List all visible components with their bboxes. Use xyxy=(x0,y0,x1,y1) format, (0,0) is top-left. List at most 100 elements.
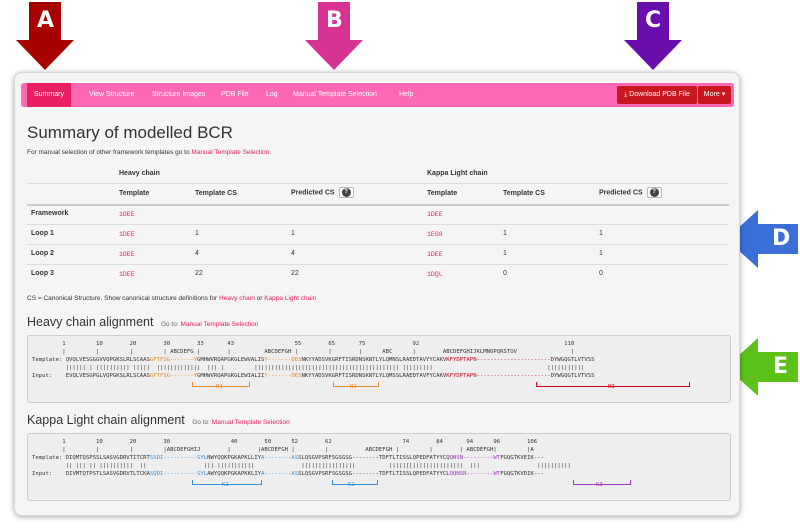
row-label-loop1: Loop 1 xyxy=(31,230,54,237)
light-alignment-box: 1 10 20 30 40 50 52 62 74 84 94 96 106 |… xyxy=(27,433,731,501)
light-loop2-template-link[interactable]: 1DEE xyxy=(427,251,443,258)
tab-view-structure[interactable]: View Structure xyxy=(89,91,135,98)
divider xyxy=(27,244,729,245)
heavy-loop1-template-link[interactable]: 1DEE xyxy=(119,231,135,238)
light-loop1-template-link[interactable]: 1EO8 xyxy=(427,231,443,238)
light-chain-cs-link[interactable]: Kappa Light chain xyxy=(264,295,317,302)
light-predicted-info-button[interactable]: ? xyxy=(646,187,662,199)
heavy-template-label: Template: xyxy=(32,357,63,363)
tab-log[interactable]: Log xyxy=(266,91,278,98)
main-panel: Summary View Structure Structure Images … xyxy=(14,72,740,516)
light-goto-manual-link[interactable]: Manual Template Selection xyxy=(211,419,290,426)
light-match-line: || ||| || |||||||||| || ||| ||||||||||| … xyxy=(32,463,571,469)
heavy-template-col: Template xyxy=(119,190,150,197)
light-template-k3: QNSN---------WT xyxy=(449,455,501,461)
footnote-text: CS = Canonical Structure. Show canonical… xyxy=(27,295,218,302)
heavy-input-h2: Y-------DES xyxy=(264,373,302,379)
heavy-loop1-template-cs: 1 xyxy=(195,230,199,237)
callout-a: A xyxy=(16,2,74,70)
heavy-predicted-cs-col: Predicted CS? xyxy=(291,187,354,199)
light-template-label: Template: xyxy=(32,455,63,461)
heavy-input-seq-a: EVQLVESGPGLVQPGKSLRLSCAAS xyxy=(65,373,150,379)
heavy-goto-manual-link[interactable]: Manual Template Selection xyxy=(180,321,259,328)
light-template-k2: A--------AS xyxy=(261,455,299,461)
light-loop1-template-cs: 1 xyxy=(503,230,507,237)
manual-selection-link[interactable]: Manual Template Selection. xyxy=(191,149,272,156)
h1-label: H1 xyxy=(216,384,223,390)
left-arrow-icon xyxy=(726,338,798,396)
h3-bracket xyxy=(536,382,690,387)
download-icon: ⤓ xyxy=(624,91,628,98)
heavy-input-seq-c: NKYYADSVKGRFTISRDNSKNTLYLQMSSLRAEDTAVFYC… xyxy=(301,373,447,379)
light-input-seq-a: DIVMTQTPSTLSASVGDRVTLTCKA xyxy=(65,471,150,477)
subtitle-text: For manual selection of other framework … xyxy=(27,149,190,156)
light-loop3-template-cs: 0 xyxy=(503,270,507,277)
heavy-loop2-predicted-cs: 4 xyxy=(291,250,295,257)
heavy-input-label: Input: xyxy=(32,373,53,379)
light-framework-template-link[interactable]: 1DEE xyxy=(427,211,443,218)
heavy-goto: Go to: Manual Template Selection xyxy=(161,321,258,328)
callout-a-label: A xyxy=(37,8,55,33)
light-numbers: 1 10 20 30 40 50 52 62 74 84 94 96 106 xyxy=(32,439,538,445)
heavy-input-seq-b: GMHWVRQAPGKGLEWIALII xyxy=(197,373,265,379)
tab-summary[interactable]: Summary xyxy=(27,83,71,107)
heavy-predicted-info-button[interactable]: ? xyxy=(338,187,354,199)
heavy-template-row: Template: QVQLVESGGGVVQPGKSLRLSCAASGFTFS… xyxy=(32,357,594,364)
light-alignment-heading: Kappa Light chain alignment xyxy=(27,413,185,427)
heavy-loop2-template-link[interactable]: 1DEE xyxy=(119,251,135,258)
heavy-loop3-template-link[interactable]: 1DEE xyxy=(119,271,135,278)
heavy-chain-cs-link[interactable]: Heavy chain xyxy=(219,295,255,302)
more-dropdown-button[interactable]: More ▾ xyxy=(698,86,731,104)
heavy-predicted-cs-label: Predicted CS xyxy=(291,189,335,197)
k2-label: K2 xyxy=(348,482,355,488)
down-arrow-icon xyxy=(624,2,682,70)
download-pdb-label: Download PDB File xyxy=(629,91,690,98)
row-label-loop3: Loop 3 xyxy=(31,270,54,277)
callout-d: D xyxy=(726,210,798,268)
k3-label: K3 xyxy=(596,482,603,488)
tab-manual-template-selection[interactable]: Manual Template Selection xyxy=(293,91,377,98)
h1-bracket xyxy=(192,382,250,387)
light-template-seq-d: FGQGTKVEIK--- xyxy=(500,455,544,461)
light-ticks: | | | |ABCDEFGHIJ | |ABCDEFGH | | ABCDEF… xyxy=(32,447,534,453)
caret-down-icon: ▾ xyxy=(721,91,726,98)
light-input-row: Input: DIVMTQTPSTLSASVGDRVTLTCKASQDI----… xyxy=(32,471,544,478)
callout-e-label: E xyxy=(773,354,789,379)
more-label: More xyxy=(703,91,720,98)
row-label-framework: Framework xyxy=(31,210,69,217)
light-template-row: Template: DIQMTQSPSSLSASVGDRVTITCRTSSDI-… xyxy=(32,455,544,462)
tab-structure-images[interactable]: Structure Images xyxy=(152,91,206,98)
heavy-chain-header: Heavy chain xyxy=(119,170,160,177)
page-title: Summary of modelled BCR xyxy=(27,123,233,142)
heavy-framework-template-link[interactable]: 1DEE xyxy=(119,211,135,218)
light-chain-header: Kappa Light chain xyxy=(427,170,488,177)
light-loop3-template-link[interactable]: 1DQL xyxy=(427,271,443,278)
h3-label: H3 xyxy=(608,384,615,390)
row-label-loop2: Loop 2 xyxy=(31,250,54,257)
heavy-alignment-title: Heavy chain alignment Go to: Manual Temp… xyxy=(27,315,258,329)
heavy-template-cs-col: Template CS xyxy=(195,190,237,197)
heavy-template-h1: GFTFSG-------Y xyxy=(149,357,198,363)
heavy-template-seq-d: DYWGQGTLVTVSS xyxy=(550,357,595,363)
callout-e: E xyxy=(726,338,798,396)
divider xyxy=(27,264,729,265)
download-pdb-button[interactable]: ⤓ Download PDB File xyxy=(617,86,697,104)
tab-pdb-file[interactable]: PDB File xyxy=(221,91,249,98)
info-icon: ? xyxy=(341,188,351,197)
light-alignment-title: Kappa Light chain alignment Go to: Manua… xyxy=(27,413,290,427)
light-template-col: Template xyxy=(427,190,458,197)
tab-help[interactable]: Help xyxy=(399,91,414,98)
footnote-or: or xyxy=(256,295,263,302)
h2-label: H2 xyxy=(350,384,357,390)
light-loop3-predicted-cs: 0 xyxy=(599,270,603,277)
heavy-input-h1: GFTFSG-------Y xyxy=(149,373,198,379)
heavy-template-h2: Y-------DES xyxy=(264,357,302,363)
light-input-seq-c: SLQSGVPSRFSGSGSG--------TDFTLTISSLQPEDFA… xyxy=(298,471,450,477)
k1-bracket xyxy=(192,480,262,485)
callout-b: B xyxy=(305,2,363,70)
light-template-seq-c: SLQSGVPSRFSGSGSG--------TDFTLTISSLQPEDFA… xyxy=(298,455,450,461)
light-template-seq-b: NWYQQKPGKAPKLLIY xyxy=(207,455,262,461)
info-icon: ? xyxy=(649,188,659,197)
light-input-k1: SQDI----------SYL xyxy=(149,471,208,477)
